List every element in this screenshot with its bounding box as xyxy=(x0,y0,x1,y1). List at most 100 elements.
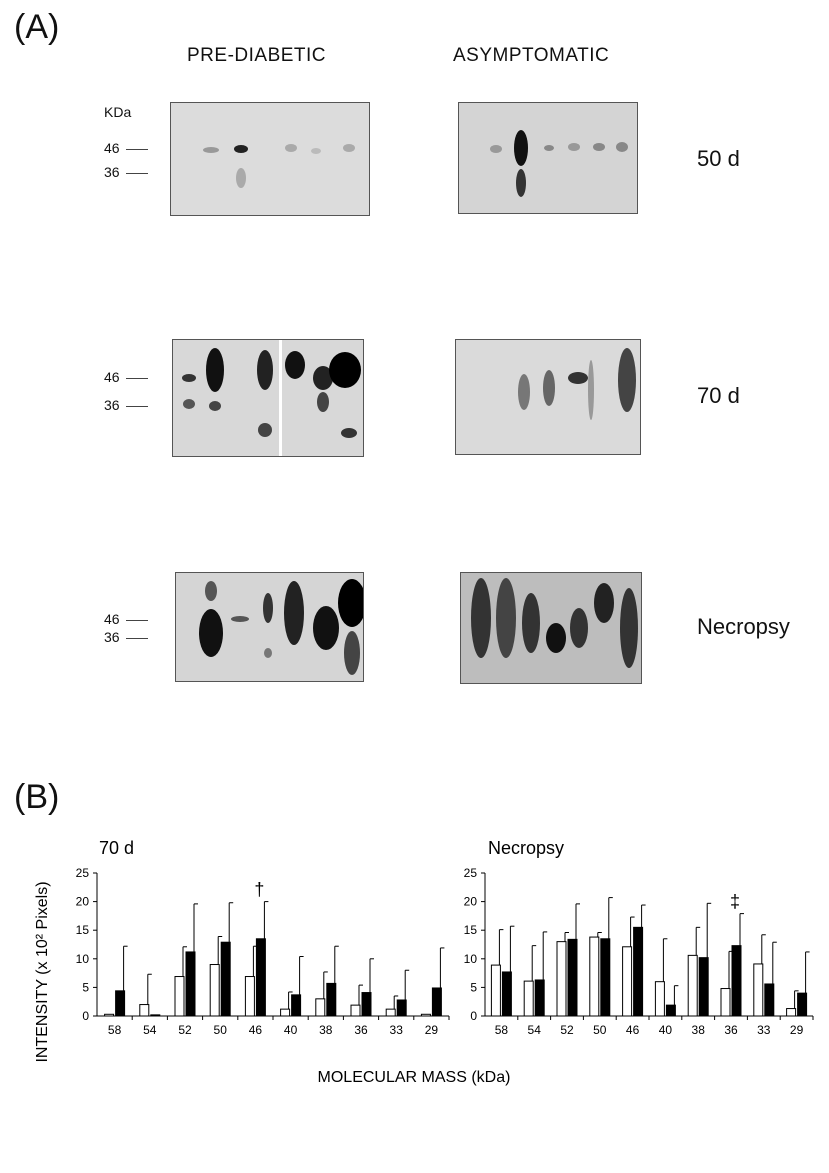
bar-filled xyxy=(431,987,442,1017)
bar-open xyxy=(622,946,633,1017)
bar-filled xyxy=(396,999,407,1017)
x-tick-label: 54 xyxy=(143,1023,157,1037)
significance-marker: † xyxy=(254,880,264,900)
bar-filled xyxy=(797,992,808,1017)
marker-line xyxy=(126,406,148,407)
bar-filled xyxy=(361,992,372,1017)
bar-charts: 0 5 10 15 20 25 70 d 58 54 52 50 46 40 38 36 33 29 † 0 5 10 1… xyxy=(34,838,814,1086)
bar-filled xyxy=(764,983,775,1017)
bar-open xyxy=(244,976,255,1017)
bar-filled xyxy=(501,971,512,1017)
y-tick-label: 20 xyxy=(464,895,478,909)
row-label-70d: 70 d xyxy=(697,383,740,408)
bar-filled xyxy=(698,957,709,1017)
y-tick-label: 0 xyxy=(470,1009,477,1023)
x-tick-label: 54 xyxy=(528,1023,542,1037)
bar-filled xyxy=(220,941,231,1017)
x-tick-label: 38 xyxy=(692,1023,706,1037)
y-tick-label: 5 xyxy=(470,980,477,994)
marker-unit-label: KDa xyxy=(104,104,132,120)
bar-filled xyxy=(567,938,578,1017)
blot-asymptomatic-necropsy xyxy=(460,572,642,684)
x-tick-label: 40 xyxy=(659,1023,673,1037)
bar-open xyxy=(174,976,185,1017)
bar-open xyxy=(209,964,220,1017)
row-label-necropsy: Necropsy xyxy=(697,614,790,639)
y-tick-label: 25 xyxy=(464,866,478,880)
blot-prediabetic-50d xyxy=(170,102,370,216)
y-tick-label: 20 xyxy=(76,895,90,909)
bar-filled xyxy=(115,990,126,1017)
bar-open xyxy=(139,1004,150,1017)
panel-a-label: (A) xyxy=(14,8,60,46)
bar-open xyxy=(753,963,764,1017)
x-axis-label: MOLECULAR MASS (kDa) xyxy=(318,1069,511,1086)
x-tick-label: 38 xyxy=(319,1023,333,1037)
x-tick-label: 50 xyxy=(593,1023,607,1037)
bar-open xyxy=(490,964,501,1017)
bar-filled xyxy=(185,951,196,1017)
panel-b-label: (B) xyxy=(14,778,60,816)
bar-open xyxy=(350,1004,361,1017)
bar-open xyxy=(104,1013,115,1017)
y-tick-label: 15 xyxy=(76,923,90,937)
column-header-pre-diabetic: PRE-DIABETIC xyxy=(187,45,327,66)
y-tick-label: 0 xyxy=(82,1009,89,1023)
blot-asymptomatic-70d xyxy=(455,339,641,455)
blot-prediabetic-70d xyxy=(172,339,364,457)
marker-line xyxy=(126,149,148,150)
x-tick-label: 29 xyxy=(425,1023,439,1037)
marker-line xyxy=(126,638,148,639)
bar-filled xyxy=(665,1004,676,1017)
x-tick-label: 40 xyxy=(284,1023,298,1037)
marker-line xyxy=(126,620,148,621)
y-tick-label: 25 xyxy=(76,866,90,880)
x-tick-label: 29 xyxy=(790,1023,804,1037)
bar-open xyxy=(556,941,567,1017)
x-tick-label: 52 xyxy=(178,1023,192,1037)
bar-filled xyxy=(326,982,337,1017)
bar-open xyxy=(687,954,698,1017)
marker-46-row1: 46 xyxy=(104,140,120,156)
y-tick-label: 10 xyxy=(76,952,90,966)
marker-46-row3: 46 xyxy=(104,611,120,627)
bar-open xyxy=(523,980,534,1017)
marker-36-row1: 36 xyxy=(104,164,120,180)
y-tick-label: 5 xyxy=(82,980,89,994)
bar-open xyxy=(654,981,665,1017)
significance-marker: ‡ xyxy=(730,892,740,912)
bar-filled xyxy=(150,1014,161,1017)
marker-36-row3: 36 xyxy=(104,629,120,645)
marker-line xyxy=(126,173,148,174)
bar-filled xyxy=(731,945,742,1017)
bar-filled xyxy=(600,938,611,1017)
x-tick-label: 33 xyxy=(390,1023,404,1037)
blot-asymptomatic-50d xyxy=(458,102,638,214)
bar-filled xyxy=(255,938,266,1017)
row-label-50d: 50 d xyxy=(697,146,740,171)
y-axis-label: INTENSITY (x 10² Pixels) xyxy=(34,881,51,1062)
bar-open xyxy=(720,988,731,1017)
bar-open xyxy=(385,1008,396,1017)
x-tick-label: 46 xyxy=(249,1023,263,1037)
column-header-asymptomatic: ASYMPTOMATIC xyxy=(453,45,610,66)
bar-open xyxy=(280,1008,291,1017)
bar-filled xyxy=(534,979,545,1017)
marker-36-row2: 36 xyxy=(104,397,120,413)
chart-title: 70 d xyxy=(99,838,134,858)
bar-open xyxy=(315,998,326,1017)
x-tick-label: 36 xyxy=(724,1023,738,1037)
x-tick-label: 33 xyxy=(757,1023,771,1037)
x-tick-label: 58 xyxy=(495,1023,509,1037)
y-tick-label: 15 xyxy=(464,923,478,937)
bar-open xyxy=(786,1008,797,1017)
bar-filled xyxy=(291,994,302,1017)
x-tick-label: 58 xyxy=(108,1023,122,1037)
blot-prediabetic-necropsy xyxy=(175,572,364,682)
x-tick-label: 36 xyxy=(354,1023,368,1037)
x-tick-label: 50 xyxy=(214,1023,228,1037)
bar-open xyxy=(420,1013,431,1017)
bar-open xyxy=(589,936,600,1017)
x-tick-label: 46 xyxy=(626,1023,640,1037)
marker-line xyxy=(126,378,148,379)
